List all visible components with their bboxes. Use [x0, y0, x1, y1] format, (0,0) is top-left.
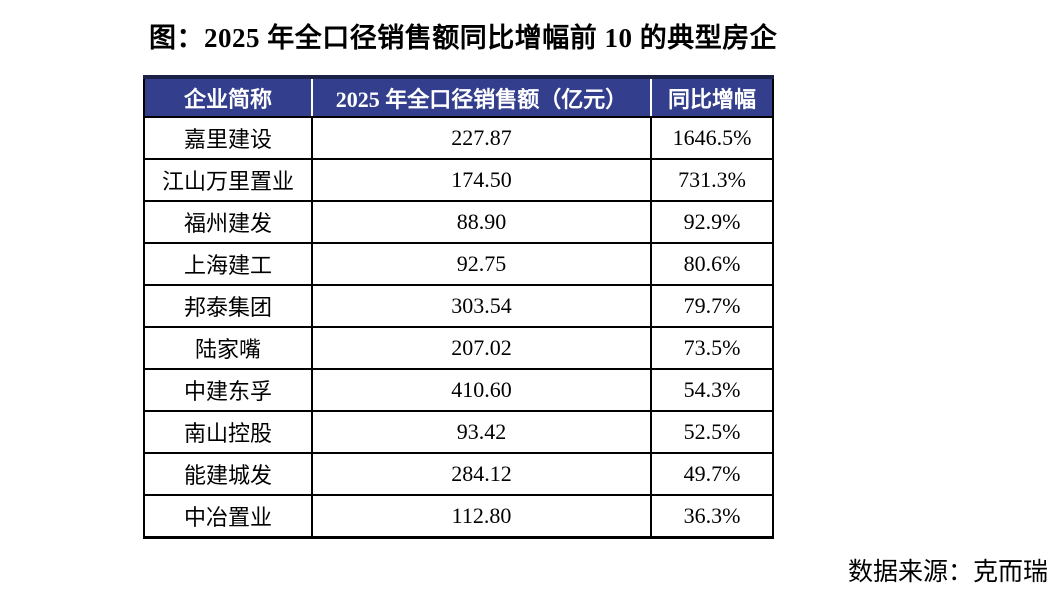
header-company: 企业简称	[144, 77, 312, 118]
cell-growth: 73.5%	[650, 326, 774, 370]
cell-growth: 1646.5%	[650, 116, 774, 160]
cell-company: 中建东孚	[143, 368, 313, 412]
table-body: 嘉里建设 227.87 1646.5% 江山万里置业 174.50 731.3%…	[143, 116, 774, 538]
cell-sales: 92.75	[311, 242, 652, 286]
cell-sales: 303.54	[311, 284, 652, 328]
cell-growth: 92.9%	[650, 200, 774, 244]
cell-sales: 88.90	[311, 200, 652, 244]
table-row: 能建城发 284.12 49.7%	[143, 452, 774, 496]
header-growth: 同比增幅	[650, 77, 773, 118]
figure-title: 图：2025 年全口径销售额同比增幅前 10 的典型房企	[149, 23, 778, 53]
table-header: 企业简称 2025 年全口径销售额（亿元） 同比增幅	[144, 77, 773, 118]
table-row: 陆家嘴 207.02 73.5%	[143, 326, 774, 370]
cell-company: 中冶置业	[143, 494, 313, 538]
cell-company: 嘉里建设	[143, 116, 313, 160]
cell-growth: 80.6%	[650, 242, 774, 286]
table-row: 南山控股 93.42 52.5%	[143, 410, 774, 454]
cell-sales: 174.50	[311, 158, 652, 202]
cell-company: 福州建发	[143, 200, 313, 244]
table-row: 中冶置业 112.80 36.3%	[143, 494, 774, 538]
cell-company: 上海建工	[143, 242, 313, 286]
table-row: 邦泰集团 303.54 79.7%	[143, 284, 774, 328]
cell-growth: 49.7%	[650, 452, 774, 496]
cell-sales: 227.87	[311, 116, 652, 160]
cell-company: 能建城发	[143, 452, 313, 496]
cell-growth: 79.7%	[650, 284, 774, 328]
data-source-note: 数据来源：克而瑞	[847, 559, 1048, 586]
cell-growth: 731.3%	[650, 158, 774, 202]
table-row: 福州建发 88.90 92.9%	[143, 200, 774, 244]
header-row: 企业简称 2025 年全口径销售额（亿元） 同比增幅	[144, 77, 773, 118]
table-row: 上海建工 92.75 80.6%	[143, 242, 774, 286]
cell-company: 陆家嘴	[143, 326, 313, 370]
cell-growth: 36.3%	[650, 494, 774, 538]
cell-sales: 112.80	[311, 494, 652, 538]
sales-growth-table: 企业简称 2025 年全口径销售额（亿元） 同比增幅 嘉里建设 227.87 1…	[143, 75, 774, 539]
cell-growth: 52.5%	[650, 410, 774, 454]
header-sales: 2025 年全口径销售额（亿元）	[311, 77, 651, 118]
table-row: 嘉里建设 227.87 1646.5%	[143, 116, 774, 160]
table-row: 中建东孚 410.60 54.3%	[143, 368, 774, 412]
table-row: 江山万里置业 174.50 731.3%	[143, 158, 774, 202]
cell-sales: 410.60	[311, 368, 652, 412]
cell-company: 江山万里置业	[143, 158, 313, 202]
cell-growth: 54.3%	[650, 368, 774, 412]
cell-sales: 284.12	[311, 452, 652, 496]
cell-sales: 93.42	[311, 410, 652, 454]
cell-company: 南山控股	[143, 410, 313, 454]
cell-sales: 207.02	[311, 326, 652, 370]
cell-company: 邦泰集团	[143, 284, 313, 328]
